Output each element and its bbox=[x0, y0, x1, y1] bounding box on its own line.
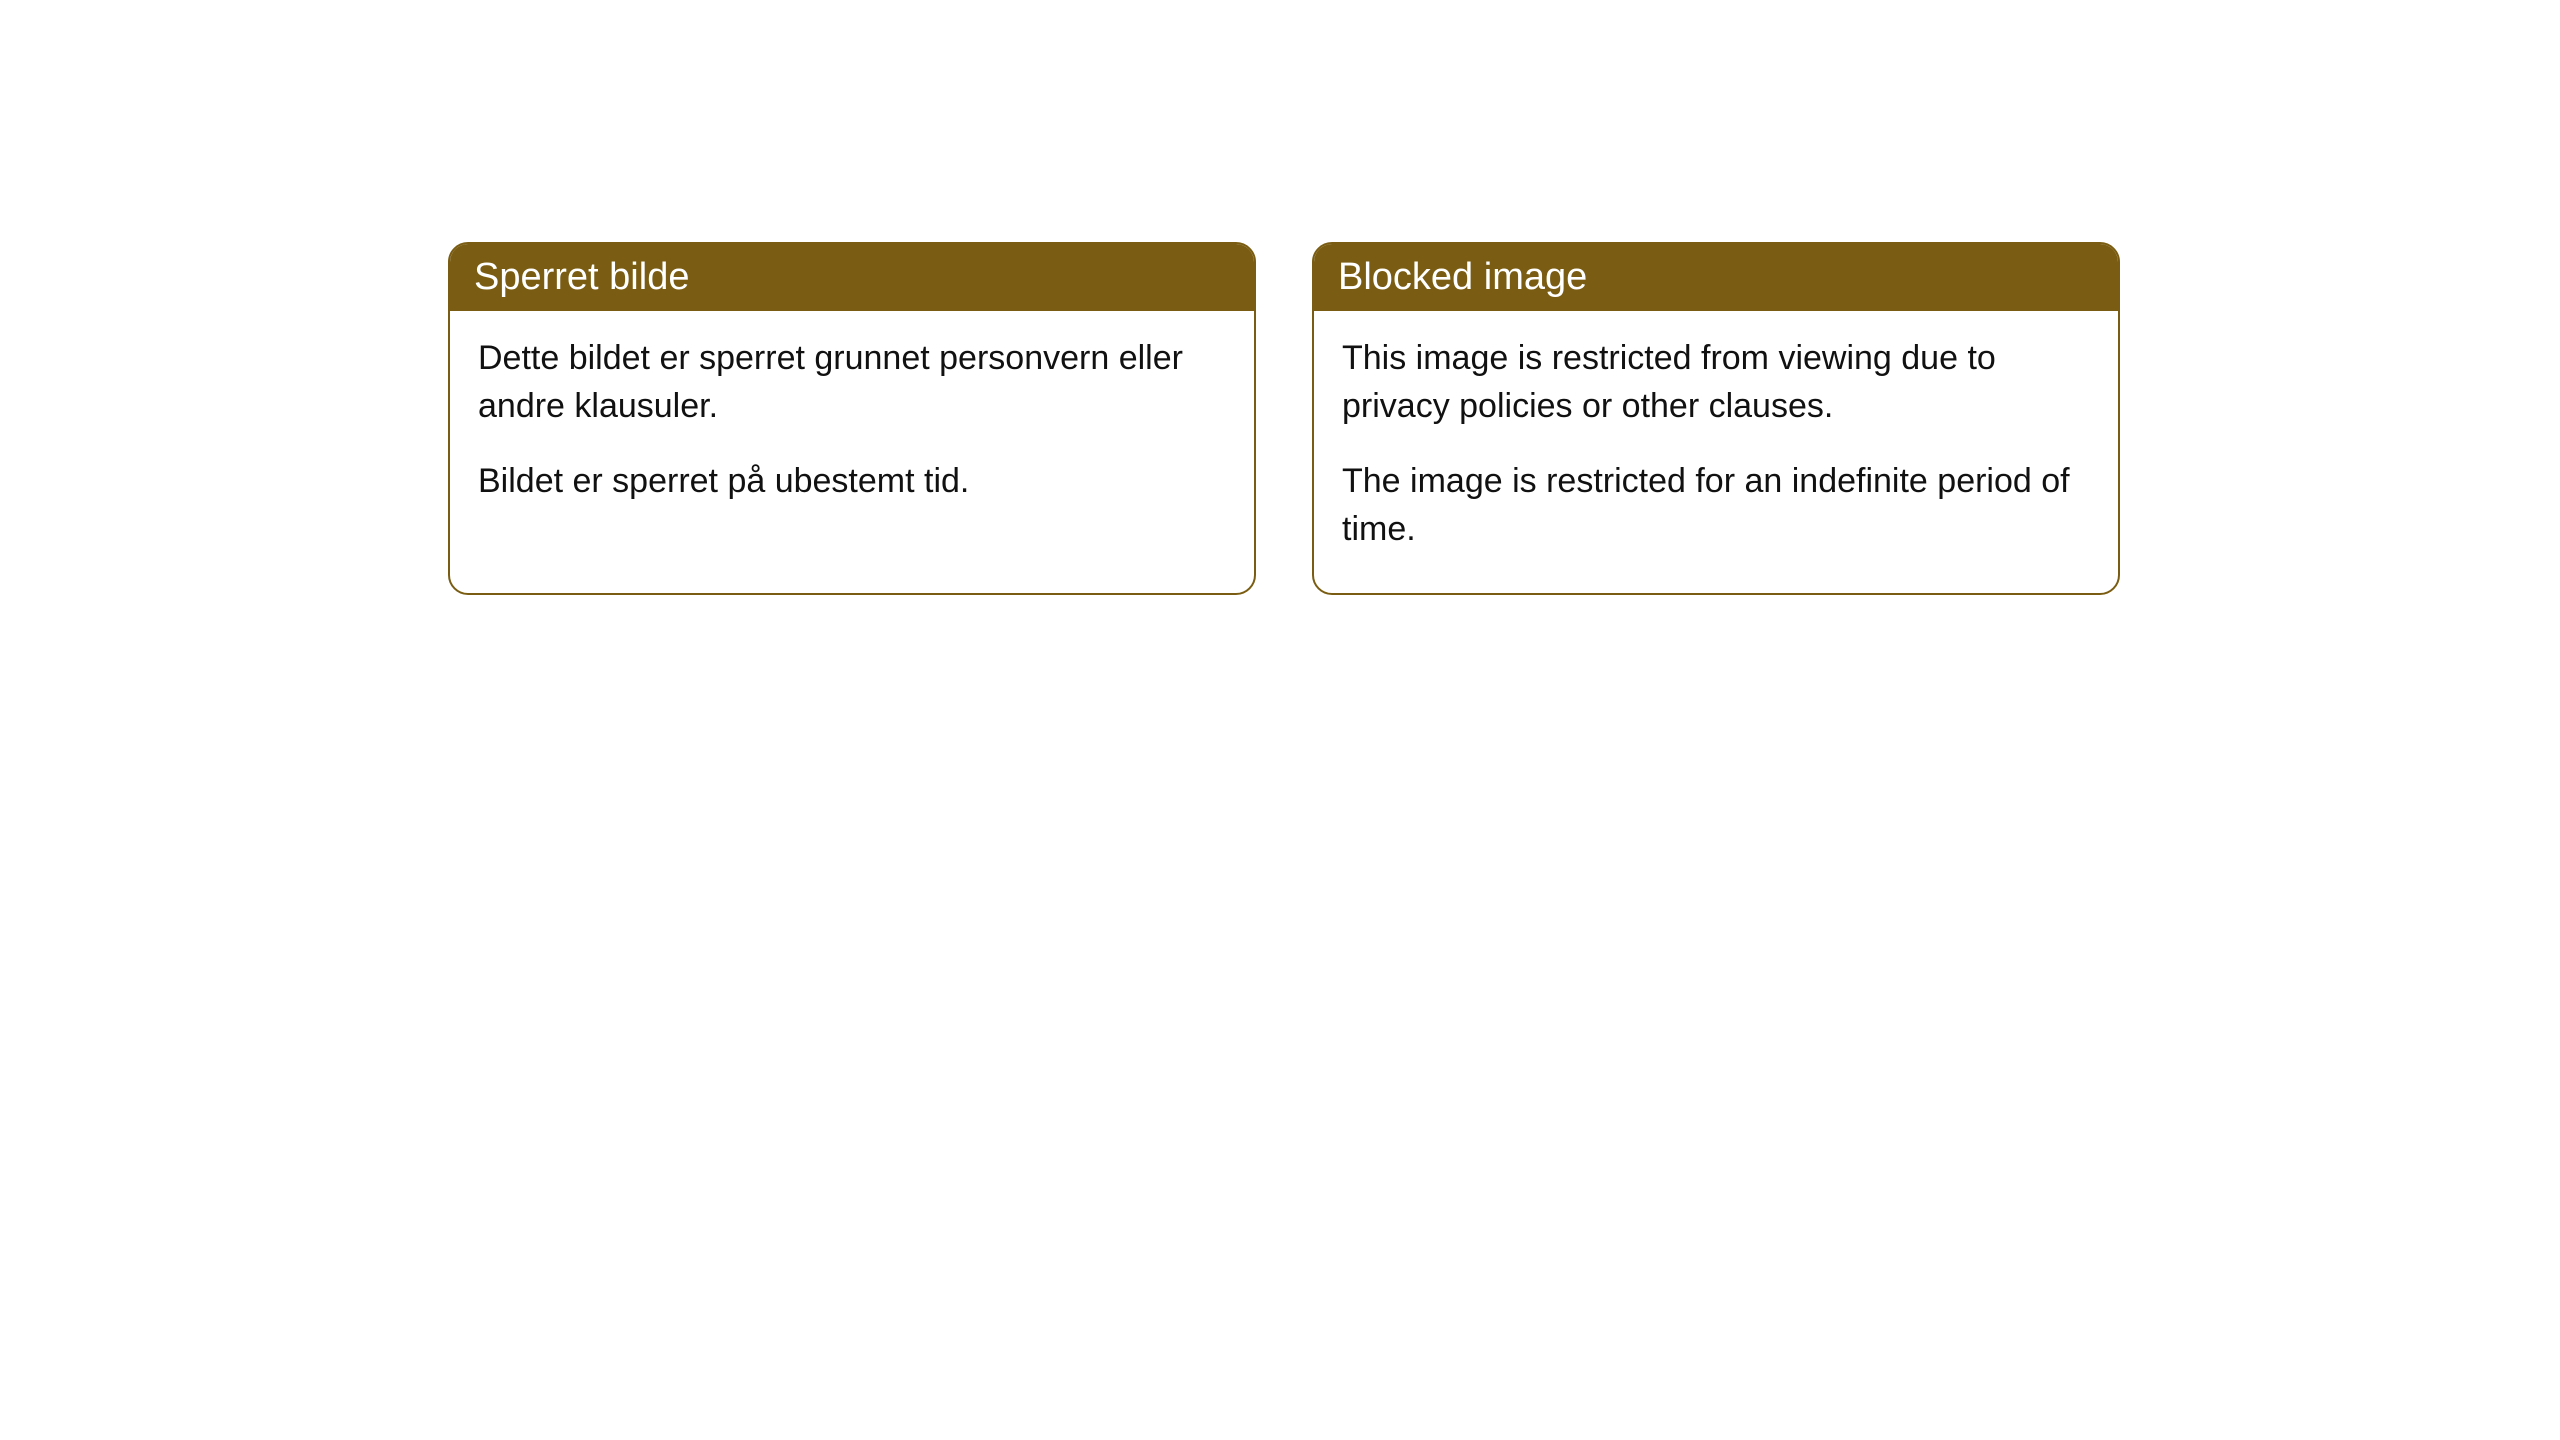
notice-body: This image is restricted from viewing du… bbox=[1314, 311, 2118, 593]
notice-text-line-1: This image is restricted from viewing du… bbox=[1342, 335, 2090, 430]
notice-text-line-1: Dette bildet er sperret grunnet personve… bbox=[478, 335, 1226, 430]
notice-container: Sperret bilde Dette bildet er sperret gr… bbox=[0, 0, 2560, 595]
notice-header: Sperret bilde bbox=[450, 244, 1254, 311]
notice-card-english: Blocked image This image is restricted f… bbox=[1312, 242, 2120, 595]
notice-text-line-2: Bildet er sperret på ubestemt tid. bbox=[478, 458, 1226, 506]
notice-card-norwegian: Sperret bilde Dette bildet er sperret gr… bbox=[448, 242, 1256, 595]
notice-header: Blocked image bbox=[1314, 244, 2118, 311]
notice-text-line-2: The image is restricted for an indefinit… bbox=[1342, 458, 2090, 553]
notice-body: Dette bildet er sperret grunnet personve… bbox=[450, 311, 1254, 546]
